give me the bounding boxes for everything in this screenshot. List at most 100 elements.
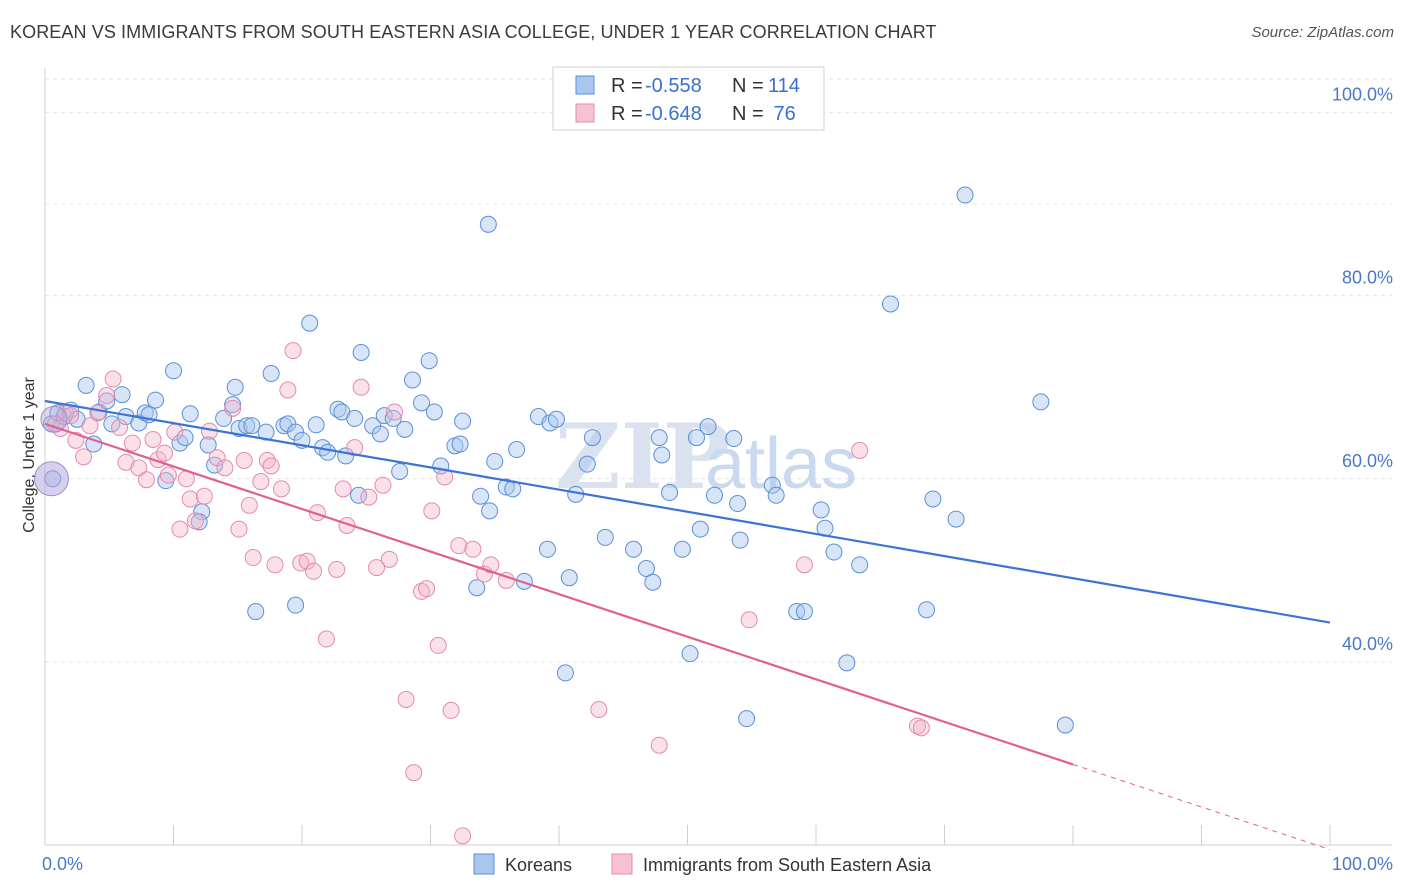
korean-point-112 bbox=[1056, 716, 1074, 734]
korean-point-24 bbox=[199, 436, 217, 454]
immigrant-point-48 bbox=[346, 439, 364, 457]
x-tick-label-0: 0.0% bbox=[42, 854, 83, 874]
immigrant-point-75 bbox=[912, 719, 930, 737]
korean-point-7 bbox=[85, 435, 103, 453]
korean-point-27 bbox=[224, 396, 242, 414]
korean-point-95 bbox=[729, 495, 747, 513]
immigrant-point-58 bbox=[418, 580, 436, 598]
immigrant-point-46 bbox=[334, 480, 352, 498]
korean-point-31 bbox=[243, 417, 261, 435]
legend-swatch-koreans bbox=[575, 75, 595, 95]
immigrant-point-71 bbox=[740, 611, 758, 629]
immigrant-point-14 bbox=[138, 471, 156, 489]
korean-point-41 bbox=[307, 416, 325, 434]
korean-point-32 bbox=[247, 603, 265, 621]
watermark-atlas: atlas bbox=[705, 424, 857, 504]
immigrant-point-55 bbox=[397, 690, 415, 708]
immigrant-point-59 bbox=[423, 502, 441, 520]
immigrant-point-15 bbox=[144, 430, 162, 448]
source-label: Source: ZipAtlas.com bbox=[1251, 24, 1394, 41]
korean-point-75 bbox=[547, 410, 565, 428]
immigrant-point-37 bbox=[272, 480, 290, 498]
korean-point-40 bbox=[301, 314, 319, 332]
legend-r-value-1: -0.558 bbox=[645, 75, 702, 97]
immigrant-point-72 bbox=[795, 556, 813, 574]
korean-point-83 bbox=[637, 560, 655, 578]
immigrant-point-69 bbox=[590, 701, 608, 719]
korean-point-56 bbox=[404, 371, 422, 389]
korean-point-66 bbox=[481, 502, 499, 520]
korean-point-59 bbox=[425, 403, 443, 421]
immigrant-point-7 bbox=[89, 404, 107, 422]
immigrant-point-22 bbox=[181, 490, 199, 508]
immigrant-point-31 bbox=[240, 496, 258, 514]
korean-point-21 bbox=[181, 405, 199, 423]
immigrant-point-10 bbox=[111, 419, 129, 437]
legend-r-label-2: R = bbox=[611, 103, 643, 125]
immigrant-point-51 bbox=[368, 559, 386, 577]
immigrant-point-23 bbox=[186, 512, 204, 530]
immigrant-point-38 bbox=[279, 381, 297, 399]
korean-point-91 bbox=[691, 520, 709, 538]
immigrant-point-36 bbox=[266, 556, 284, 574]
korean-point-10 bbox=[103, 415, 121, 433]
immigrant-point-63 bbox=[450, 537, 468, 555]
immigrant-point-17 bbox=[156, 444, 174, 462]
korean-point-88 bbox=[673, 540, 691, 558]
korean-point-102 bbox=[812, 501, 830, 519]
immigrant-points bbox=[40, 342, 930, 845]
immigrant-point-6 bbox=[81, 417, 99, 435]
immigrant-point-73 bbox=[851, 441, 869, 459]
immigrant-point-19 bbox=[166, 423, 184, 441]
korean-points bbox=[33, 186, 1074, 734]
legend-n-value-2: 76 bbox=[768, 103, 796, 125]
korean-point-104 bbox=[825, 543, 843, 561]
korean-point-16 bbox=[147, 391, 165, 409]
korean-point-110 bbox=[947, 510, 965, 528]
korean-point-28 bbox=[226, 378, 244, 396]
korean-point-89 bbox=[681, 645, 699, 663]
immigrant-point-18 bbox=[159, 466, 177, 484]
immigrant-point-30 bbox=[235, 452, 253, 469]
immigrant-point-53 bbox=[380, 550, 398, 568]
chart-title: KOREAN VS IMMIGRANTS FROM SOUTH EASTERN … bbox=[10, 22, 937, 42]
korean-point-51 bbox=[371, 425, 389, 443]
immigrant-point-50 bbox=[360, 488, 378, 506]
legend-n-value-1: 114 bbox=[768, 75, 800, 97]
immigrant-point-35 bbox=[262, 457, 280, 475]
korean-point-49 bbox=[352, 343, 370, 361]
trend-line-koreans bbox=[44, 399, 1331, 624]
korean-point-107 bbox=[882, 295, 900, 313]
immigrant-point-56 bbox=[405, 764, 423, 782]
legend-n-label-2: N = bbox=[732, 103, 764, 125]
korean-point-80 bbox=[583, 429, 601, 447]
korean-point-106 bbox=[851, 556, 869, 574]
immigrant-point-64 bbox=[454, 827, 472, 845]
immigrant-point-13 bbox=[130, 459, 148, 477]
tick-labels: 100.0% 80.0% 60.0% 40.0% 0.0% 100.0% bbox=[42, 85, 1393, 874]
korean-point-87 bbox=[661, 484, 679, 502]
immigrant-point-29 bbox=[230, 520, 248, 538]
korean-point-86 bbox=[653, 446, 671, 464]
korean-point-90 bbox=[687, 429, 705, 447]
korean-point-68 bbox=[497, 478, 515, 496]
korean-point-63 bbox=[451, 435, 469, 453]
korean-point-62 bbox=[454, 412, 472, 430]
korean-point-48 bbox=[350, 486, 368, 504]
korean-point-114 bbox=[479, 215, 497, 233]
trend-lines bbox=[44, 399, 1331, 851]
korean-point-73 bbox=[538, 540, 556, 558]
legend-swatch-immigrants bbox=[575, 103, 595, 123]
immigrant-point-43 bbox=[308, 504, 326, 522]
legend-n-label-1: N = bbox=[732, 75, 764, 97]
korean-point-93 bbox=[705, 486, 723, 504]
korean-point-67 bbox=[486, 452, 504, 470]
x-tick-label-1: 100.0% bbox=[1332, 854, 1393, 874]
korean-point-85 bbox=[650, 429, 668, 447]
legend-r-label-1: R = bbox=[611, 75, 643, 97]
y-tick-label-3: 40.0% bbox=[1342, 634, 1393, 654]
korean-point-70 bbox=[508, 441, 526, 459]
y-tick-label-2: 60.0% bbox=[1342, 451, 1393, 471]
korean-point-65 bbox=[472, 487, 490, 505]
